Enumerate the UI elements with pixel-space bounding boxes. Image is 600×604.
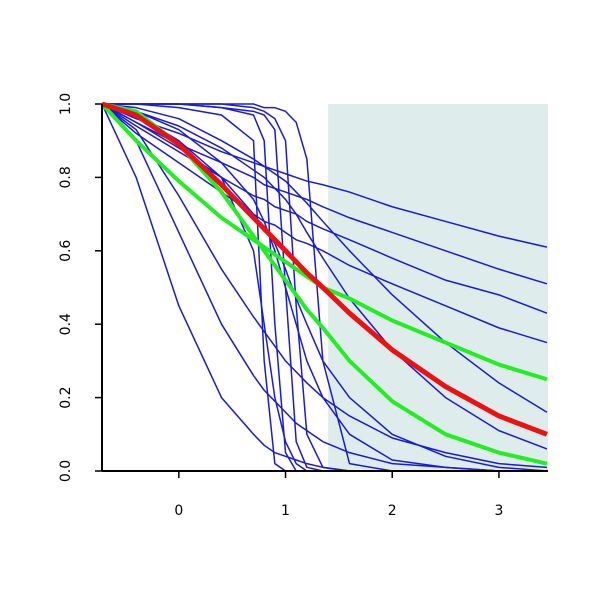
line-series xyxy=(101,103,548,248)
line-series xyxy=(101,103,548,285)
shaded-region xyxy=(328,104,548,471)
y-tick-label: 0.8 xyxy=(58,166,74,188)
line-series xyxy=(101,103,548,413)
x-tick-label: 3 xyxy=(494,503,503,519)
line-series xyxy=(101,103,548,450)
y-tick-label: 1.0 xyxy=(58,93,74,115)
line-series xyxy=(101,103,547,469)
x-tick-label: 2 xyxy=(388,503,397,519)
line-series xyxy=(101,102,548,466)
x-tick-label: 1 xyxy=(281,503,290,519)
line-series xyxy=(100,102,548,382)
line-series xyxy=(101,101,548,437)
y-tick-label: 0.2 xyxy=(58,386,74,408)
line-series xyxy=(101,103,547,472)
line-series xyxy=(101,103,547,472)
line-series xyxy=(101,103,548,344)
y-tick-label: 0.4 xyxy=(58,313,74,335)
y-tick-label: 0.0 xyxy=(58,460,74,482)
x-tick-label: 0 xyxy=(174,503,183,519)
y-tick-label: 0.6 xyxy=(58,240,74,262)
